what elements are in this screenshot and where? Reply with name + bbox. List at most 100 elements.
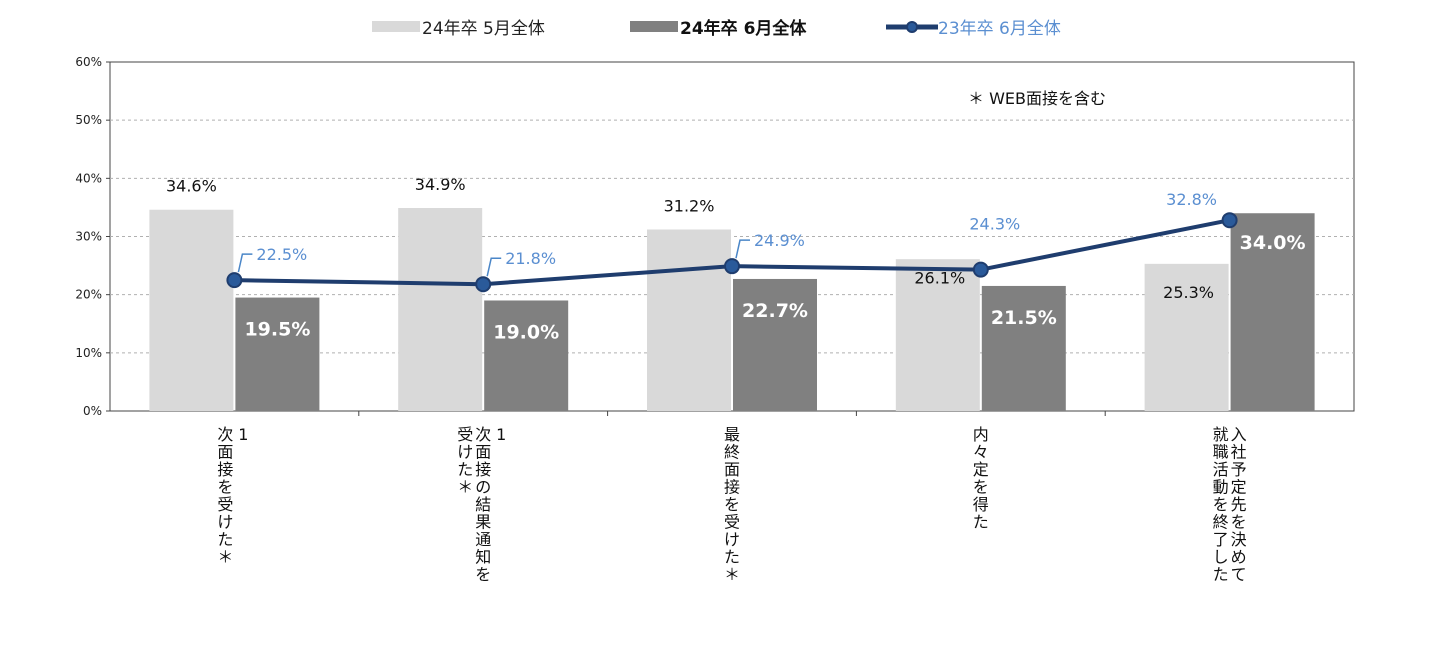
- category-label-char: ＊: [724, 565, 740, 584]
- category-label-char: を: [217, 478, 233, 497]
- data-label-june: 19.0%: [493, 321, 559, 343]
- bar-june: [235, 297, 320, 411]
- category-label-char: ＊: [457, 478, 473, 497]
- bar-june: [484, 300, 569, 411]
- bar-june: [733, 278, 817, 411]
- category-label-char: 終: [1213, 513, 1229, 532]
- data-label-june: 19.5%: [244, 319, 310, 341]
- category-label-char: 通: [475, 530, 491, 549]
- category-label-char: 就: [1213, 425, 1229, 444]
- category-label-char: 次: [217, 425, 233, 444]
- bar-may: [1144, 263, 1229, 411]
- y-axis: 0% 10% 20% 30% 40% 50% 60%: [75, 55, 110, 418]
- bars: [149, 207, 1315, 411]
- category-label-char: 活: [1213, 460, 1229, 479]
- category-label-char: を: [475, 565, 491, 584]
- category-label-char: を: [1231, 513, 1247, 532]
- data-label-june: 22.7%: [742, 300, 808, 322]
- category-label-char: 予: [1231, 460, 1247, 479]
- category-label-char: 果: [475, 513, 491, 532]
- category-label-char: た: [973, 513, 989, 532]
- category-label-char: 受: [724, 513, 740, 532]
- leader-line: [735, 239, 750, 259]
- legend: 24年卒 5月全体 24年卒 6月全体 23年卒 6月全体: [372, 18, 1061, 39]
- category-label-char: 1: [238, 425, 248, 444]
- category-label-char: け: [217, 513, 233, 532]
- data-labels: 34.6% 19.5% 34.9% 19.0% 31.2% 22.7% 26.1% 21.5%…: [166, 175, 1306, 343]
- bar-june: [981, 285, 1066, 411]
- category-label-char: 接: [217, 460, 233, 479]
- data-label-may: 34.6%: [166, 177, 217, 196]
- category-label-char: 最: [724, 425, 740, 444]
- category-label-char: 受: [457, 425, 473, 444]
- x-axis: 1次面接を受けた＊1次面接の結果通知を受けた＊最終面接を受けた＊内々定を得た入社…: [217, 411, 1247, 584]
- category-label-char: 接: [475, 460, 491, 479]
- category-label-char: 決: [1231, 530, 1247, 549]
- category-label-char: 1: [496, 425, 506, 444]
- data-label-may: 34.9%: [415, 175, 466, 194]
- leader-line: [486, 257, 502, 277]
- data-label-may: 31.2%: [664, 197, 715, 216]
- category-label-char: 動: [1213, 478, 1229, 497]
- data-label-line: 24.3%: [969, 215, 1020, 234]
- category-label-char: 定: [973, 460, 989, 479]
- category-label-char: め: [1231, 548, 1247, 567]
- category-label-char: て: [1231, 565, 1247, 584]
- data-label-june: 21.5%: [991, 307, 1057, 329]
- category-label-char: 職: [1213, 443, 1229, 462]
- category-label-char: 面: [217, 443, 233, 462]
- line-point: [475, 276, 492, 293]
- category-label-char: 社: [1231, 443, 1247, 462]
- category-label-char: 先: [1231, 495, 1247, 514]
- category-label-char: た: [1213, 565, 1229, 584]
- data-label-line: 32.8%: [1166, 190, 1217, 209]
- category-label-char: 接: [724, 478, 740, 497]
- legend-label-june: 24年卒 6月全体: [680, 18, 807, 39]
- legend-swatch-marker: [906, 21, 918, 33]
- y-tick-label: 30%: [75, 230, 102, 244]
- category-label-char: 受: [217, 495, 233, 514]
- category-label-char: た: [217, 530, 233, 549]
- legend-label-may: 24年卒 5月全体: [422, 19, 545, 39]
- category-label-char: を: [973, 478, 989, 497]
- category-label-char: 次: [475, 425, 491, 444]
- data-label-may: 26.1%: [914, 269, 965, 288]
- category-label-char: 知: [475, 548, 491, 567]
- category-label-char: 得: [973, 495, 989, 514]
- category-label-char: た: [724, 548, 740, 567]
- y-tick-label: 60%: [75, 55, 102, 69]
- bar-may: [647, 229, 731, 411]
- y-tick-label: 10%: [75, 346, 102, 360]
- y-tick-label: 40%: [75, 171, 102, 185]
- bar-may: [149, 209, 234, 411]
- y-tick-label: 0%: [83, 404, 102, 418]
- category-label-char: 面: [724, 460, 740, 479]
- category-label-char: 々: [973, 443, 989, 462]
- category-label-char: 終: [724, 443, 740, 462]
- line-series: [226, 212, 1238, 293]
- category-label-char: 定: [1231, 478, 1247, 497]
- category-label-char: 内: [973, 425, 989, 444]
- bar-may: [398, 207, 483, 411]
- data-label-may: 25.3%: [1163, 283, 1214, 302]
- data-label-line: 24.9%: [754, 231, 805, 250]
- category-label-char: ＊: [217, 548, 233, 567]
- chart-note: ＊ WEB面接を含む: [968, 89, 1106, 108]
- category-label-char: を: [1213, 495, 1229, 514]
- line-point: [1221, 212, 1238, 229]
- y-tick-label: 20%: [75, 288, 102, 302]
- legend-swatch-june: [630, 21, 678, 32]
- leader-line: [237, 253, 253, 273]
- line-point: [972, 261, 989, 278]
- category-label-char: 結: [475, 495, 491, 514]
- category-label-char: を: [724, 495, 740, 514]
- category-label-char: の: [475, 478, 491, 497]
- legend-label-line: 23年卒 6月全体: [938, 19, 1061, 39]
- category-label-char: 面: [475, 443, 491, 462]
- y-tick-label: 50%: [75, 113, 102, 127]
